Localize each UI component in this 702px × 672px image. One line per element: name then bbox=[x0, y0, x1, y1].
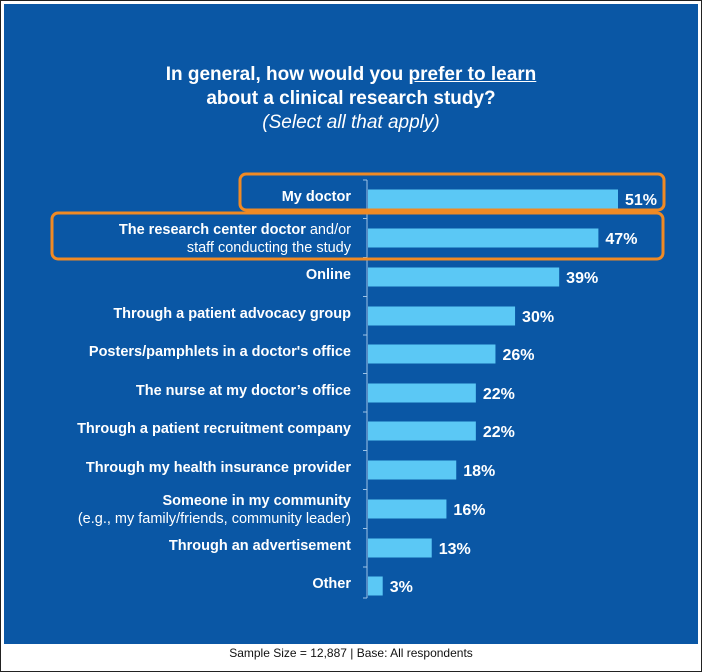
data-label: 39% bbox=[566, 270, 598, 287]
category-label: Through a patient recruitment company bbox=[77, 421, 351, 437]
data-label: 30% bbox=[522, 309, 554, 326]
bar bbox=[368, 189, 618, 209]
data-label: 22% bbox=[483, 424, 515, 441]
data-label: 18% bbox=[463, 463, 495, 480]
chart-subtitle: (Select all that apply) bbox=[262, 112, 440, 133]
data-label: 3% bbox=[390, 579, 413, 596]
data-label: 51% bbox=[625, 192, 657, 209]
category-label: The nurse at my doctor’s office bbox=[136, 383, 351, 399]
chart-panel: In general, how would you prefer to lear… bbox=[4, 4, 698, 644]
chart-title-line2: about a clinical research study? bbox=[206, 88, 496, 109]
category-label-line2: staff conducting the study bbox=[187, 240, 352, 256]
category-label: Posters/pamphlets in a doctor's office bbox=[89, 344, 351, 360]
data-label: 26% bbox=[502, 347, 534, 364]
bar bbox=[368, 228, 599, 248]
data-label: 16% bbox=[453, 502, 485, 519]
chart-title-line1: In general, how would you prefer to lear… bbox=[4, 64, 698, 86]
bar bbox=[368, 383, 476, 403]
footer-note: Sample Size = 12,887 | Base: All respond… bbox=[229, 646, 473, 660]
title-emphasis: prefer to learn bbox=[408, 64, 537, 85]
bar bbox=[368, 499, 447, 519]
data-label: 13% bbox=[439, 541, 471, 558]
data-label: 47% bbox=[605, 231, 637, 248]
category-label: Other bbox=[312, 576, 351, 592]
bar bbox=[368, 344, 496, 364]
category-label: My doctor bbox=[282, 189, 352, 205]
bar bbox=[368, 306, 516, 326]
highlight-box bbox=[238, 172, 666, 212]
category-label: Through my health insurance provider bbox=[86, 460, 351, 476]
category-label: Through an advertisement bbox=[169, 538, 351, 554]
bar bbox=[368, 538, 432, 558]
category-label-line2: (e.g., my family/friends, community lead… bbox=[78, 511, 351, 527]
category-label: The research center doctor and/or bbox=[119, 222, 351, 238]
highlight-box bbox=[50, 211, 665, 261]
bar bbox=[368, 267, 560, 287]
data-label: 22% bbox=[483, 386, 515, 403]
category-label: Through a patient advocacy group bbox=[113, 306, 351, 322]
category-label: Online bbox=[306, 267, 351, 283]
bar bbox=[368, 576, 383, 596]
category-label: Someone in my community bbox=[162, 493, 351, 509]
bar bbox=[368, 460, 457, 480]
title-prefix: In general, how would you bbox=[165, 64, 409, 85]
bar bbox=[368, 421, 476, 441]
bar-chart: 51% My doctor 47% The research center docto… bbox=[50, 172, 666, 599]
